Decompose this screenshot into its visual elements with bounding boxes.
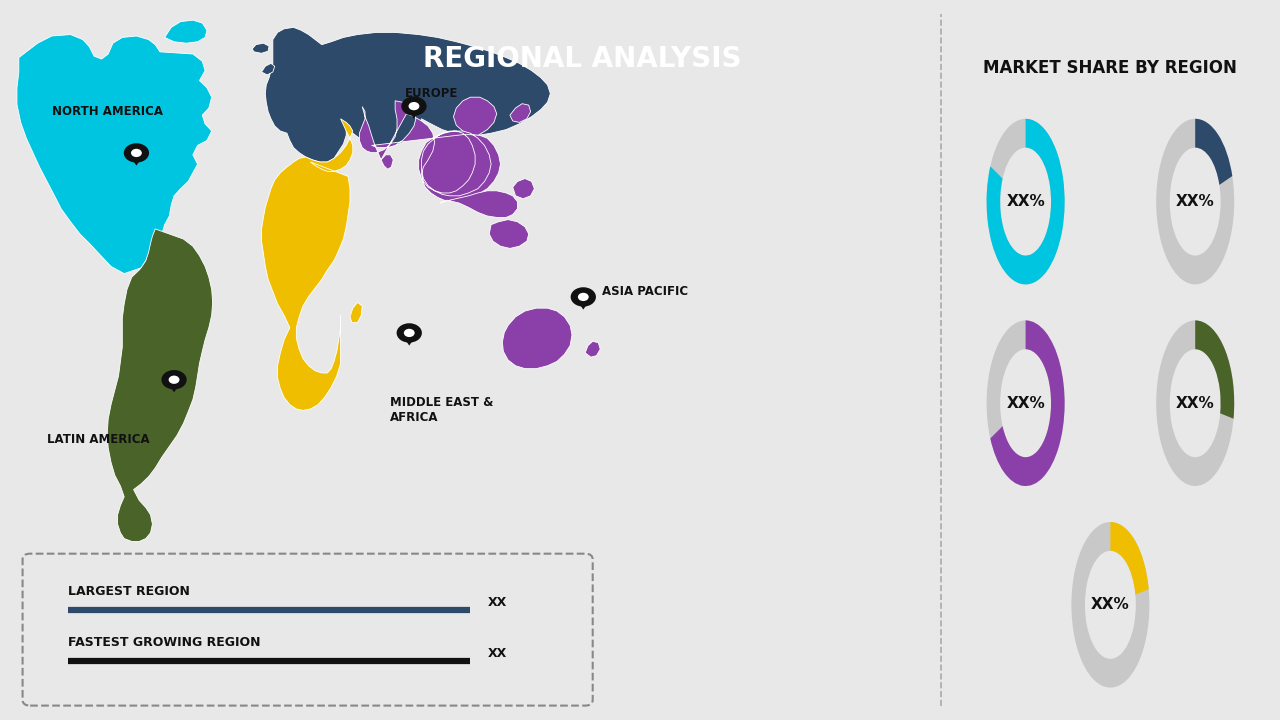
Polygon shape [513, 179, 534, 199]
Wedge shape [987, 119, 1065, 284]
Polygon shape [502, 308, 572, 369]
Polygon shape [489, 220, 529, 248]
Polygon shape [108, 229, 212, 541]
Polygon shape [453, 97, 497, 135]
Text: XX%: XX% [1176, 396, 1215, 410]
Polygon shape [509, 104, 531, 122]
Wedge shape [1196, 119, 1233, 185]
Text: MIDDLE EAST &
AFRICA: MIDDLE EAST & AFRICA [390, 397, 494, 424]
Wedge shape [1156, 119, 1234, 284]
Text: ASIA PACIFIC: ASIA PACIFIC [602, 285, 689, 298]
Text: XX%: XX% [1006, 194, 1044, 209]
Polygon shape [128, 153, 145, 166]
Polygon shape [406, 106, 422, 119]
Text: EUROPE: EUROPE [404, 87, 458, 100]
Wedge shape [987, 119, 1065, 284]
Polygon shape [349, 302, 362, 323]
Wedge shape [991, 320, 1065, 486]
Polygon shape [265, 27, 550, 162]
Text: LATIN AMERICA: LATIN AMERICA [47, 433, 150, 446]
Polygon shape [252, 43, 269, 53]
Text: XX: XX [488, 596, 507, 609]
Text: MARKET SHARE BY REGION: MARKET SHARE BY REGION [983, 59, 1238, 77]
Circle shape [161, 370, 187, 390]
Circle shape [169, 376, 179, 384]
Text: XX%: XX% [1006, 396, 1044, 410]
Circle shape [397, 323, 422, 343]
Wedge shape [1071, 522, 1149, 688]
Text: REGIONAL ANALYSIS: REGIONAL ANALYSIS [424, 45, 741, 73]
Wedge shape [1156, 320, 1234, 486]
Text: NORTH AMERICA: NORTH AMERICA [51, 105, 163, 118]
Polygon shape [165, 20, 207, 43]
Circle shape [124, 143, 148, 163]
Polygon shape [575, 297, 591, 310]
Polygon shape [440, 191, 517, 217]
Circle shape [571, 287, 596, 307]
Text: XX%: XX% [1176, 194, 1215, 209]
Polygon shape [17, 35, 211, 274]
Text: XX: XX [488, 647, 507, 660]
Wedge shape [1111, 522, 1148, 595]
Polygon shape [360, 101, 500, 202]
Polygon shape [261, 63, 275, 75]
Wedge shape [1196, 320, 1234, 419]
Circle shape [577, 293, 589, 301]
Text: FASTEST GROWING REGION: FASTEST GROWING REGION [68, 636, 260, 649]
Wedge shape [987, 320, 1065, 486]
Circle shape [402, 96, 426, 116]
Polygon shape [261, 119, 353, 410]
Polygon shape [165, 379, 183, 392]
Polygon shape [585, 341, 600, 357]
Circle shape [403, 329, 415, 337]
Circle shape [131, 149, 142, 157]
Polygon shape [401, 333, 417, 346]
Text: XX%: XX% [1091, 598, 1130, 612]
Text: LARGEST REGION: LARGEST REGION [68, 585, 189, 598]
Circle shape [408, 102, 420, 110]
